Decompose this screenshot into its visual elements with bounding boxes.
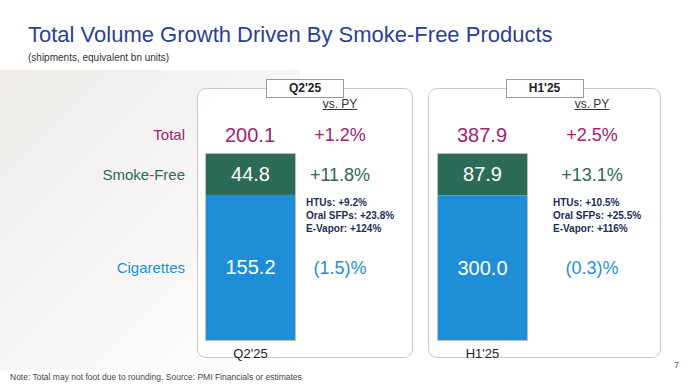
html-text:+11.8%: +11.8% bbox=[309, 165, 371, 185]
html-text:vs. PY: vs. PY bbox=[574, 97, 610, 111]
svg-text:44.8: 44.8 bbox=[231, 163, 270, 185]
html-text:+2.5%: +2.5% bbox=[566, 125, 618, 145]
svg-text:87.9: 87.9 bbox=[463, 163, 502, 185]
html-text:Oral SFPs: +23.8%: Oral SFPs: +23.8% bbox=[306, 210, 395, 221]
html-text:(shipments, equivalent bn unit: (shipments, equivalent bn units) bbox=[28, 52, 170, 63]
svg-text:155.2: 155.2 bbox=[225, 256, 275, 278]
html-text:Q2'25: Q2'25 bbox=[288, 81, 322, 95]
html-text:H1'25: H1'25 bbox=[528, 81, 561, 95]
html-text:+1.2%: +1.2% bbox=[314, 125, 366, 145]
html-text:Cigarettes: Cigarettes bbox=[116, 259, 185, 276]
html-text:7: 7 bbox=[674, 360, 679, 370]
html-text:387.9: 387.9 bbox=[457, 124, 507, 146]
html-text:(1.5)%: (1.5)% bbox=[313, 258, 367, 278]
html-text:+13.1%: +13.1% bbox=[561, 165, 623, 185]
html-text:Smoke-Free: Smoke-Free bbox=[102, 166, 185, 183]
svg-text:H1'25: H1'25 bbox=[466, 346, 500, 361]
html-text:E-Vapor: +124%: E-Vapor: +124% bbox=[306, 223, 382, 234]
html-text:(0.3)%: (0.3)% bbox=[565, 258, 619, 278]
html-text:vs. PY: vs. PY bbox=[322, 97, 358, 111]
html-text:HTUs: +10.5%: HTUs: +10.5% bbox=[553, 197, 620, 208]
svg-text:Q2'25: Q2'25 bbox=[233, 346, 267, 361]
html-text:E-Vapor: +116%: E-Vapor: +116% bbox=[553, 223, 628, 234]
html-text:Oral SFPs: +25.5%: Oral SFPs: +25.5% bbox=[553, 210, 642, 221]
html-text:200.1: 200.1 bbox=[225, 124, 275, 146]
html-text:Note: Total may not foot due t: Note: Total may not foot due to rounding… bbox=[10, 372, 302, 382]
html-text:HTUs: +9.2%: HTUs: +9.2% bbox=[306, 197, 367, 208]
html-text:Total: Total bbox=[153, 126, 185, 143]
svg-text:300.0: 300.0 bbox=[457, 257, 507, 279]
html-text:Total Volume Growth Driven By: Total Volume Growth Driven By Smoke-Free… bbox=[28, 22, 553, 47]
